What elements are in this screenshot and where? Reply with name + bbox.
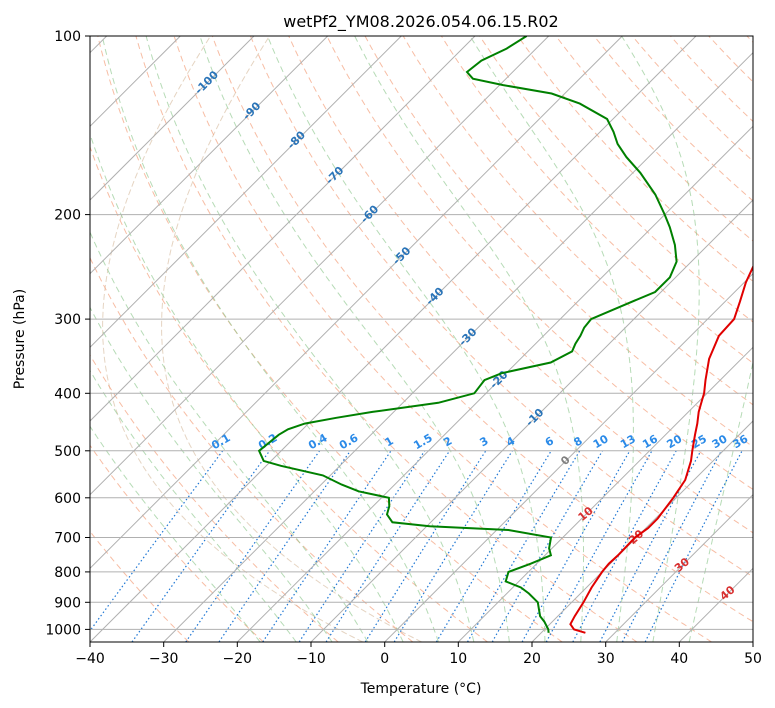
y-tick-label: 800 (54, 565, 81, 581)
dry-adiabat-line (288, 36, 753, 534)
moist-adiabat-line (101, 36, 439, 642)
chart-title: wetPf2_YM08.2026.054.06.15.R02 (283, 12, 558, 32)
isotherm-line (236, 125, 753, 642)
y-tick-label: 700 (54, 531, 81, 547)
temperature-profile-line (569, 264, 753, 634)
moist-adiabat-line (90, 132, 404, 642)
mixing-ratio-line (599, 450, 702, 642)
dry-adiabat-line (90, 354, 339, 642)
moist-adiabat-line (145, 36, 475, 642)
x-tick-label: −20 (223, 651, 253, 667)
dry-adiabat-line (90, 444, 264, 642)
moist-adiabat-line (621, 36, 700, 642)
moist-adiabats (90, 36, 753, 642)
x-tick-label: 20 (523, 651, 541, 667)
x-axis-ticks: −40 −30 −20 −10 0 10 20 30 40 50 (75, 642, 762, 667)
moist-adiabat-line (90, 425, 261, 642)
x-tick-label: 10 (449, 651, 467, 667)
moist-adiabat-line (90, 230, 369, 642)
dry-adiabat-line (211, 36, 753, 623)
isotherm-line (605, 493, 753, 642)
mixing-ratio-line (90, 450, 224, 632)
isotherm-line (310, 199, 753, 642)
moist-adiabat-line (90, 369, 297, 642)
dry-adiabat-line (97, 36, 563, 642)
isotherm-line (90, 36, 476, 422)
x-tick-label: 0 (380, 651, 389, 667)
isotherm-line (90, 36, 255, 201)
moist-adiabat-line (354, 36, 584, 642)
moist-adiabat-line (267, 36, 546, 642)
moist-adiabat-line (469, 36, 634, 642)
mixing-ratio-line (435, 450, 552, 642)
plot-frame (89, 35, 754, 643)
tan-curves (102, 36, 422, 642)
x-tick-label: −10 (296, 651, 326, 667)
mixing-ratio-line (218, 450, 351, 642)
mixing-ratio-line (325, 450, 451, 642)
moist-adiabat-line (199, 36, 510, 642)
isobar-gridlines (90, 36, 753, 630)
x-tick-label: 30 (597, 651, 615, 667)
dry-adiabat-line (250, 36, 753, 578)
x-tick-label: 50 (744, 651, 762, 667)
mixing-ratio-line (545, 450, 653, 642)
plot-area: 0.1 0.2 0.4 0.6 1 1.5 2 3 4 6 8 10 13 16 20 25 30 36-100-… (90, 36, 753, 642)
dry-adiabat-line (173, 36, 712, 642)
mixing-ratio-line (572, 450, 677, 642)
mixing-ratio-line (521, 450, 631, 642)
mixing-ratio-line (364, 450, 487, 642)
moist-adiabat-line (688, 360, 753, 642)
isotherm-line (90, 36, 623, 570)
y-tick-label: 200 (54, 208, 81, 224)
dry-adiabat-line (517, 36, 753, 283)
x-axis-label: Temperature (°C) (360, 681, 482, 697)
dry-adiabat-line (90, 256, 414, 642)
y-axis-ticks: 100 200 300 400 500 600 700 800 900 1000 (45, 29, 90, 638)
y-tick-label: 400 (54, 386, 81, 402)
dry-adiabat-line (326, 36, 753, 491)
mixing-ratio-line (262, 450, 392, 642)
y-tick-label: 300 (54, 312, 81, 328)
isotherm-line (384, 272, 753, 642)
y-tick-label: 500 (54, 444, 81, 460)
mixing-ratio-line (185, 450, 321, 642)
dry-adiabat-line (135, 36, 638, 642)
y-tick-label: 100 (54, 29, 81, 45)
isotherm-line (90, 36, 329, 275)
mixing-ratio-line (298, 450, 426, 642)
mixing-ratio-lines (90, 450, 743, 642)
isotherm-line (90, 36, 402, 349)
tan-curve (161, 36, 422, 642)
moist-adiabat-line (90, 306, 333, 642)
y-axis-label: Pressure (hPa) (12, 289, 28, 389)
isotherm-line (90, 36, 697, 642)
tan-curve (102, 36, 364, 642)
isotherm-line (457, 346, 753, 642)
y-tick-label: 600 (54, 491, 81, 507)
isotherm-line (90, 36, 550, 496)
x-tick-label: −30 (149, 651, 179, 667)
x-tick-label: 40 (670, 651, 688, 667)
y-tick-label: 900 (54, 595, 81, 611)
skewed-isotherms (90, 36, 753, 642)
mixing-ratio-line (644, 450, 743, 642)
dewpoint-profile-line (257, 36, 678, 633)
y-tick-label: 1000 (45, 622, 81, 638)
isotherm-line (163, 51, 753, 642)
x-tick-label: −40 (75, 651, 105, 667)
mixing-ratio-line (131, 450, 271, 642)
dry-adiabats (90, 36, 753, 642)
